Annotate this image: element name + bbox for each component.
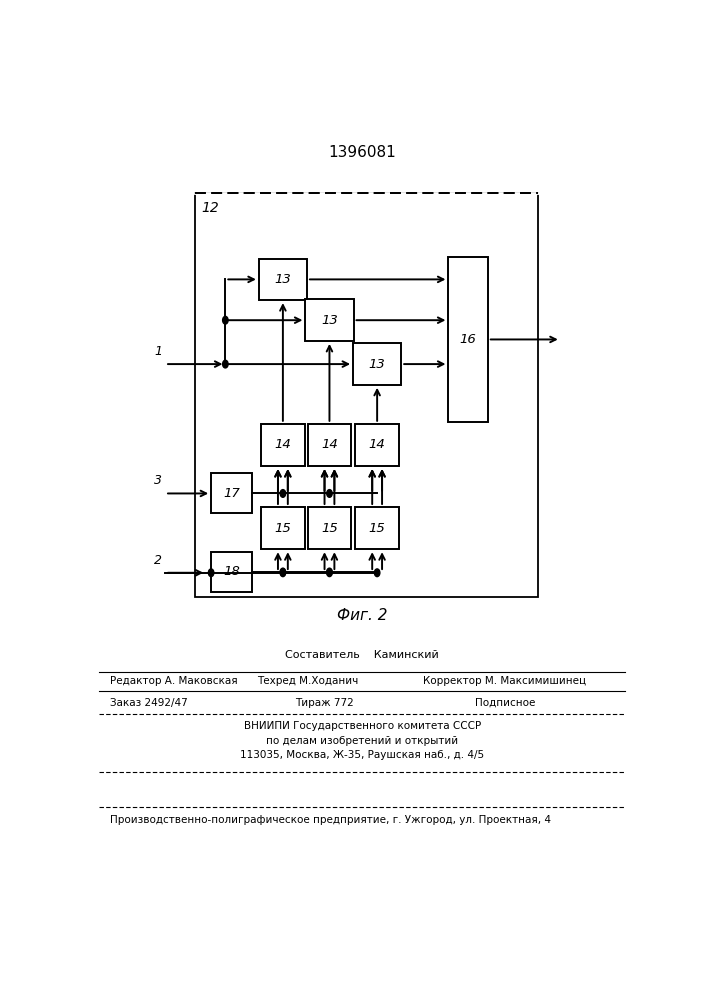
Bar xyxy=(211,552,252,592)
Circle shape xyxy=(280,569,286,577)
Text: 17: 17 xyxy=(223,487,240,500)
Text: 1: 1 xyxy=(154,345,163,358)
Text: Заказ 2492/47: Заказ 2492/47 xyxy=(110,698,188,708)
Bar xyxy=(211,473,252,513)
Bar xyxy=(308,424,351,466)
Text: 13: 13 xyxy=(369,358,385,371)
Circle shape xyxy=(280,568,286,576)
Bar xyxy=(355,507,399,549)
Text: 14: 14 xyxy=(274,438,291,451)
Circle shape xyxy=(280,490,286,497)
Bar xyxy=(259,259,307,300)
Text: 1396081: 1396081 xyxy=(329,145,396,160)
Bar xyxy=(308,507,351,549)
Text: 15: 15 xyxy=(369,522,385,535)
Text: Техред М.Ходанич: Техред М.Ходанич xyxy=(257,676,358,686)
Text: 113035, Москва, Ж-35, Раушская наб., д. 4/5: 113035, Москва, Ж-35, Раушская наб., д. … xyxy=(240,750,484,760)
Bar xyxy=(261,424,305,466)
Bar xyxy=(448,257,488,422)
Bar xyxy=(355,424,399,466)
Circle shape xyxy=(327,568,332,576)
Text: ВНИИПИ Государственного комитета СССР: ВНИИПИ Государственного комитета СССР xyxy=(244,721,481,731)
Bar xyxy=(195,193,538,597)
Text: 15: 15 xyxy=(321,522,338,535)
Bar xyxy=(353,343,402,385)
Bar xyxy=(261,507,305,549)
Text: Фиг. 2: Фиг. 2 xyxy=(337,608,387,623)
Circle shape xyxy=(327,490,332,497)
Bar xyxy=(305,299,354,341)
Text: 14: 14 xyxy=(369,438,385,451)
Text: 13: 13 xyxy=(274,273,291,286)
Circle shape xyxy=(209,569,214,577)
Text: по делам изобретений и открытий: по делам изобретений и открытий xyxy=(267,736,458,746)
Text: Производственно-полиграфическое предприятие, г. Ужгород, ул. Проектная, 4: Производственно-полиграфическое предприя… xyxy=(110,815,551,825)
Circle shape xyxy=(327,569,332,577)
Text: 3: 3 xyxy=(154,474,163,487)
Text: Составитель    Каминский: Составитель Каминский xyxy=(286,650,439,660)
Text: 2: 2 xyxy=(154,554,163,567)
Text: Корректор М. Максимишинец: Корректор М. Максимишинец xyxy=(423,676,586,686)
Text: 13: 13 xyxy=(321,314,338,327)
Text: Редактор А. Маковская: Редактор А. Маковская xyxy=(110,676,238,686)
Circle shape xyxy=(223,316,228,324)
Text: 12: 12 xyxy=(201,201,220,215)
Text: 16: 16 xyxy=(460,333,477,346)
Text: Тираж 772: Тираж 772 xyxy=(295,698,354,708)
Circle shape xyxy=(375,569,380,577)
Text: 14: 14 xyxy=(321,438,338,451)
Circle shape xyxy=(223,360,228,368)
Text: 18: 18 xyxy=(223,565,240,578)
Text: Подписное: Подписное xyxy=(474,698,535,708)
Text: 15: 15 xyxy=(274,522,291,535)
